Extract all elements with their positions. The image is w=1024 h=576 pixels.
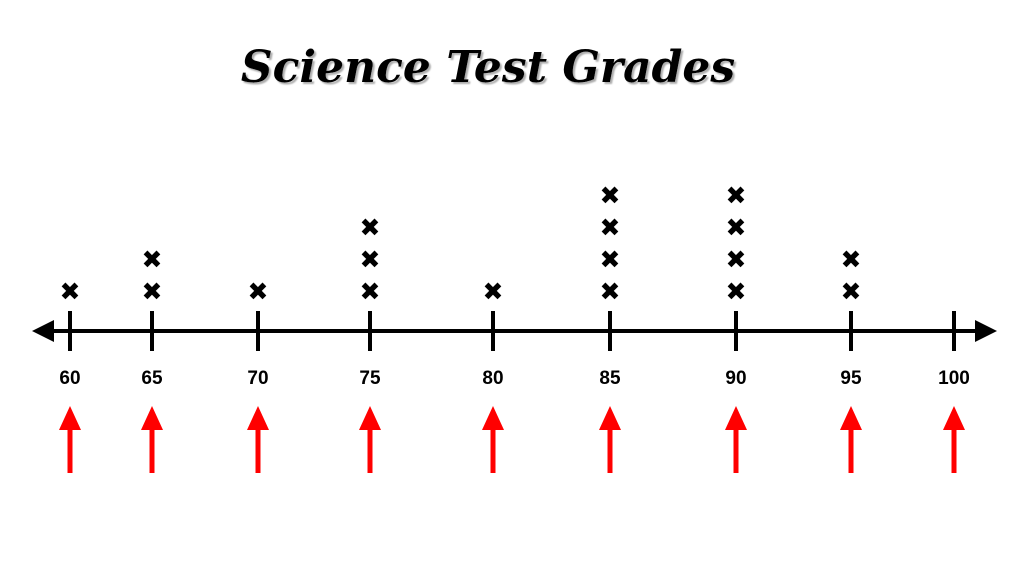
data-mark-65-2: ✖ (142, 245, 163, 274)
data-mark-90-2: ✖ (726, 245, 747, 274)
red-arrow-100 (943, 406, 965, 473)
data-mark-85-2: ✖ (600, 245, 621, 274)
tick-label-90: 90 (725, 368, 746, 389)
red-arrow-85 (599, 406, 621, 473)
tick-label-70: 70 (247, 368, 268, 389)
tick-label-60: 60 (59, 368, 80, 389)
red-arrow-60 (59, 406, 81, 473)
data-mark-70-1: ✖ (248, 277, 269, 306)
data-mark-75-3: ✖ (360, 213, 381, 242)
data-mark-85-1: ✖ (600, 277, 621, 306)
data-mark-90-1: ✖ (726, 277, 747, 306)
tick-label-100: 100 (938, 368, 970, 389)
data-mark-90-3: ✖ (726, 213, 747, 242)
red-arrow-65 (141, 406, 163, 473)
data-mark-85-3: ✖ (600, 213, 621, 242)
chart-title: Science Test Grades (241, 42, 735, 93)
data-mark-75-1: ✖ (360, 277, 381, 306)
tick-label-85: 85 (599, 368, 621, 389)
tick-label-75: 75 (359, 368, 381, 389)
data-mark-90-4: ✖ (726, 181, 747, 210)
red-arrow-90 (725, 406, 747, 473)
data-mark-95-1: ✖ (841, 277, 862, 306)
axis-ticks (68, 311, 956, 351)
red-arrows (59, 406, 965, 473)
red-arrow-80 (482, 406, 504, 473)
red-arrow-95 (840, 406, 862, 473)
data-mark-75-2: ✖ (360, 245, 381, 274)
data-mark-95-2: ✖ (841, 245, 862, 274)
data-mark-80-1: ✖ (483, 277, 504, 306)
data-mark-85-4: ✖ (600, 181, 621, 210)
axis-right-arrowhead (975, 320, 997, 342)
red-arrow-75 (359, 406, 381, 473)
data-marks: ✖ ✖ ✖ ✖ ✖ ✖ ✖ ✖ ✖ ✖ ✖ ✖ ✖ ✖ ✖ ✖ ✖ ✖ (60, 181, 862, 306)
data-mark-65-1: ✖ (142, 277, 163, 306)
tick-label-80: 80 (482, 368, 503, 389)
number-line (32, 320, 997, 342)
axis-left-arrowhead (32, 320, 54, 342)
axis-tick-labels: 60 65 70 75 80 85 90 95 100 (59, 368, 969, 389)
red-arrow-70 (247, 406, 269, 473)
tick-label-95: 95 (840, 368, 862, 389)
tick-label-65: 65 (141, 368, 163, 389)
data-mark-60-1: ✖ (60, 277, 81, 306)
